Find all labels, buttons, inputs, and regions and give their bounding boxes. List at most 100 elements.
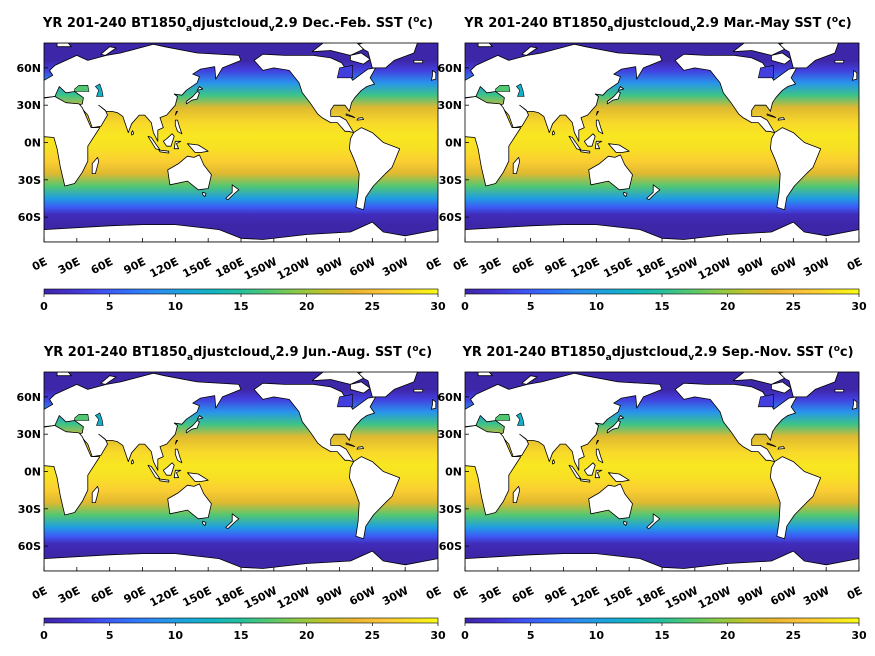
x-tick-label: 120W — [275, 255, 312, 283]
landmass-27 — [100, 46, 117, 56]
landmass-22 — [777, 117, 785, 121]
colorbar-tick-label: 0 — [40, 300, 48, 313]
landmass-4 — [770, 456, 822, 540]
landmass-17 — [852, 398, 858, 410]
x-tick-label: 120W — [696, 255, 733, 283]
landmass-15 — [91, 156, 100, 175]
inland-sea-0 — [94, 412, 104, 426]
landmass-2 — [167, 483, 212, 520]
x-tick-label: 60E — [510, 584, 536, 606]
landmass-18 — [834, 388, 845, 393]
landmass-25 — [623, 191, 628, 198]
landmass-12 — [185, 91, 200, 105]
landmass-13 — [617, 86, 625, 91]
x-tick-label: 150W — [242, 255, 279, 283]
x-tick-label: 60W — [768, 584, 798, 608]
x-tick-label: 30W — [380, 255, 410, 279]
x-tick-label: 0E — [451, 584, 470, 602]
colorbar-tick-label: 15 — [654, 300, 669, 313]
inland-sea-2 — [336, 394, 353, 408]
landmass-20 — [595, 439, 599, 445]
landmass-21 — [766, 113, 777, 118]
landmass-10 — [608, 472, 630, 482]
landmass-18 — [413, 60, 424, 64]
landmass-21 — [345, 113, 356, 118]
y-tick-label: 0N — [445, 466, 462, 479]
colorbar-tick-label: 10 — [589, 300, 605, 313]
x-tick-label: 0E — [30, 255, 49, 273]
x-tick-label: 90E — [122, 255, 148, 277]
x-tick-label: 180E — [213, 255, 246, 280]
landmass-7 — [162, 133, 175, 147]
landmass-20 — [595, 111, 599, 116]
landmass-1 — [465, 96, 522, 187]
x-tick-label: 30E — [56, 584, 82, 606]
landmass-26 — [56, 43, 72, 48]
colorbar-tick-label: 0 — [461, 629, 469, 642]
landmass-22 — [356, 117, 365, 121]
x-tick-label: 60E — [510, 255, 536, 277]
colorbar-tick-label: 20 — [720, 629, 736, 642]
landmass-24 — [771, 52, 792, 65]
x-tick-label: 120E — [148, 255, 181, 280]
colorbar-tick-label: 0 — [461, 300, 469, 313]
x-tick-label: 120E — [569, 255, 602, 280]
landmass-14 — [174, 119, 183, 135]
y-tick-label: 60N — [16, 391, 41, 404]
colorbar-tick-label: 5 — [527, 629, 535, 642]
landmass-24 — [771, 381, 792, 394]
landmass-5 — [776, 372, 839, 398]
landmass-26 — [477, 372, 493, 377]
colorbar-tick-label: 5 — [106, 300, 114, 313]
x-tick-label: 180E — [634, 255, 667, 280]
x-tick-label: 30E — [477, 255, 503, 277]
sst-field — [465, 372, 859, 571]
landmass-14 — [595, 448, 604, 464]
x-tick-label: 120E — [569, 584, 602, 609]
colorbar-tick-label: 25 — [786, 300, 801, 313]
landmass-23 — [311, 43, 365, 56]
colorbar-tick-label: 10 — [168, 300, 184, 313]
x-tick-label: 30W — [380, 584, 410, 608]
landmass-7 — [583, 462, 596, 476]
landmass-15 — [512, 485, 521, 504]
landmass-2 — [167, 154, 212, 191]
sst-map-panel-4: YR 201-240 BT1850adjustcloudv2.9 Sep.-No… — [437, 344, 867, 642]
y-tick-label: 60S — [18, 540, 41, 553]
x-tick-label: 60E — [89, 255, 115, 277]
landmass-27 — [521, 46, 538, 56]
y-tick-label: 30N — [437, 428, 462, 441]
colorbar-tick-label: 25 — [786, 629, 801, 642]
y-tick-label: 30S — [18, 503, 41, 516]
landmass-20 — [174, 439, 178, 445]
inland-sea-2 — [757, 65, 774, 79]
landmass-16 — [646, 184, 661, 201]
landmass-7 — [583, 133, 596, 147]
landmass-15 — [91, 485, 100, 504]
landmass-11 — [173, 469, 182, 479]
colorbar-tick-label: 10 — [589, 629, 605, 642]
x-tick-label: 30W — [801, 584, 831, 608]
x-tick-label: 180E — [634, 584, 667, 609]
landmass-10 — [608, 143, 630, 153]
panel-title: YR 201-240 BT1850adjustcloudv2.9 Sep.-No… — [461, 344, 853, 363]
landmass-25 — [623, 520, 628, 526]
landmass-9 — [579, 149, 591, 154]
landmass-10 — [186, 472, 209, 482]
inland-sea-1 — [74, 413, 90, 421]
landmass-9 — [158, 478, 170, 483]
x-tick-label: 0E — [424, 584, 443, 602]
x-tick-label: 180E — [213, 584, 246, 609]
landmass-24 — [349, 52, 371, 65]
inland-sea-1 — [495, 413, 511, 421]
landmass-4 — [770, 127, 822, 211]
landmass-17 — [430, 70, 437, 81]
inland-sea-2 — [336, 65, 353, 79]
landmass-27 — [100, 375, 117, 385]
landmass-13 — [196, 415, 204, 420]
sst-field — [465, 43, 859, 242]
landmass-21 — [766, 442, 777, 448]
colorbar-tick-label: 30 — [430, 629, 446, 642]
landmass-12 — [185, 420, 200, 434]
